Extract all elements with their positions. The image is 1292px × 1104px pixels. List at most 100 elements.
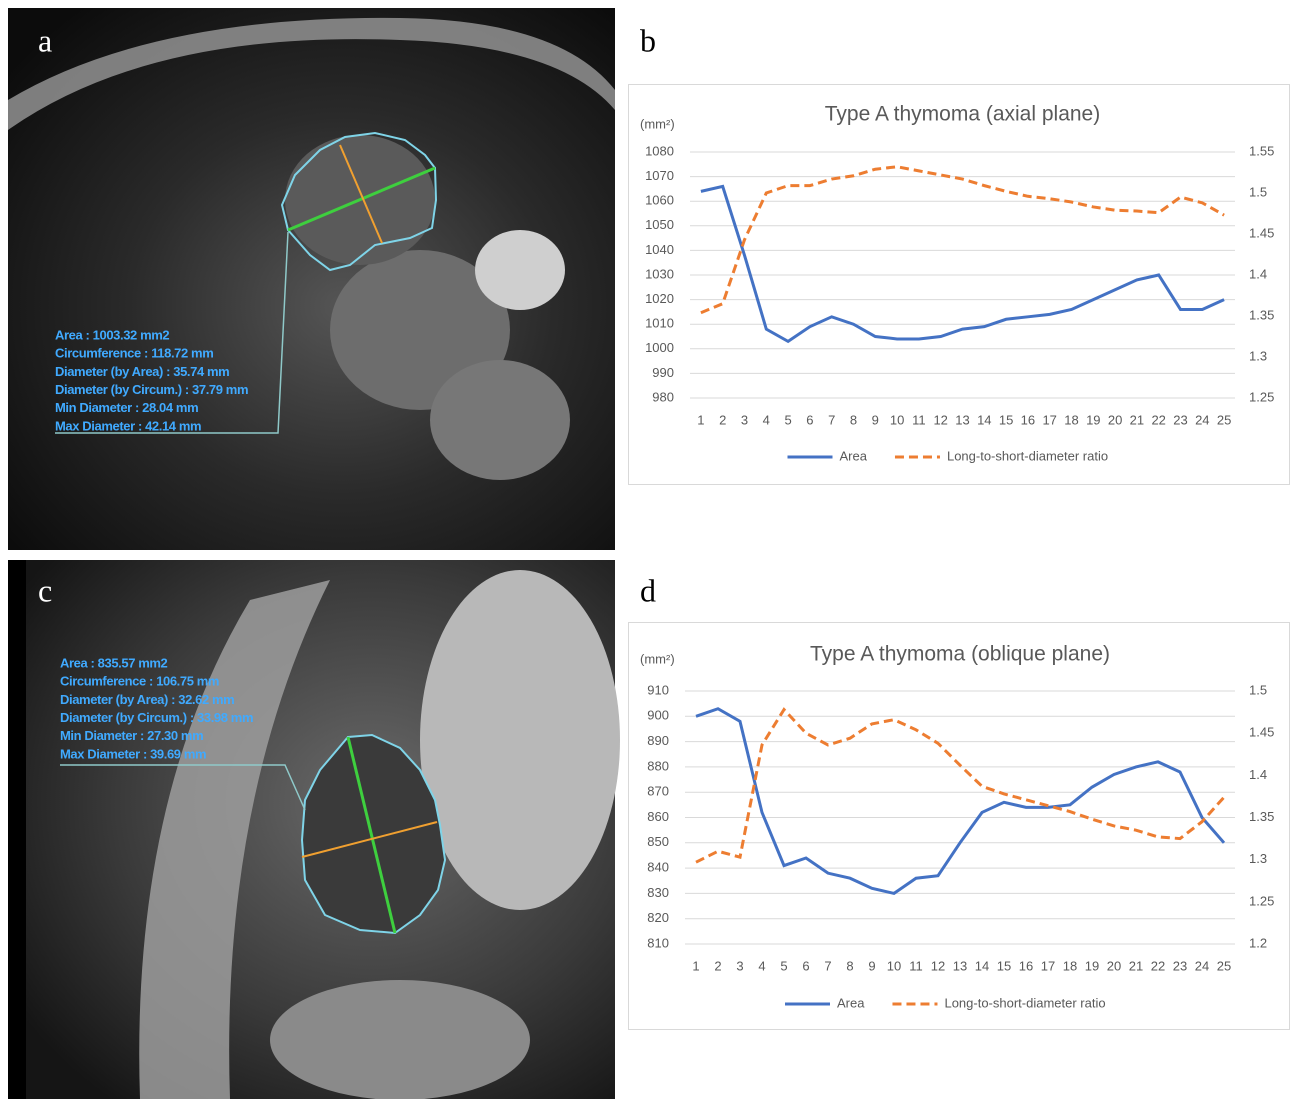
x-tick-label: 19: [1086, 412, 1100, 427]
y-tick-label: 880: [647, 758, 669, 773]
x-tick-label: 24: [1195, 412, 1209, 427]
x-tick-label: 15: [997, 958, 1011, 973]
y-tick-label: 1080: [645, 143, 674, 158]
y-tick-label: 810: [647, 935, 669, 950]
x-tick-label: 12: [933, 412, 947, 427]
x-tick-label: 7: [828, 412, 835, 427]
panel-label: d: [640, 572, 656, 608]
chart-title: Type A thymoma (oblique plane): [810, 643, 1110, 666]
y-tick-label: 990: [652, 365, 674, 380]
x-tick-label: 22: [1151, 958, 1165, 973]
x-tick-label: 17: [1041, 958, 1055, 973]
y-tick-label: 910: [647, 682, 669, 697]
mri-image-a: [8, 8, 615, 550]
y-tick-label: 1010: [645, 316, 674, 331]
y2-tick-label: 1.4: [1249, 266, 1267, 281]
legend-label: Area: [840, 448, 868, 463]
x-tick-label: 10: [890, 412, 904, 427]
series-line: [701, 186, 1224, 341]
y-tick-label: 980: [652, 389, 674, 404]
y2-tick-label: 1.2: [1249, 935, 1267, 950]
x-tick-label: 9: [868, 958, 875, 973]
x-tick-label: 9: [872, 412, 879, 427]
y2-tick-label: 1.35: [1249, 307, 1274, 322]
mri-image-c: [8, 560, 620, 1099]
y-tick-label: 1000: [645, 340, 674, 355]
y-tick-label: 870: [647, 784, 669, 799]
measurement: Circumference : 118.72 mm: [55, 346, 213, 361]
x-tick-label: 25: [1217, 412, 1231, 427]
x-tick-label: 4: [758, 958, 765, 973]
x-tick-label: 8: [850, 412, 857, 427]
y-axis-label: (mm²): [640, 651, 675, 666]
x-tick-label: 3: [741, 412, 748, 427]
measurement: Max Diameter : 42.14 mm: [55, 418, 201, 433]
series-line: [696, 710, 1224, 863]
x-tick-label: 14: [975, 958, 989, 973]
x-tick-label: 18: [1064, 412, 1078, 427]
x-tick-label: 1: [697, 412, 704, 427]
y2-tick-label: 1.5: [1249, 682, 1267, 697]
x-tick-label: 25: [1217, 958, 1231, 973]
legend-label: Long-to-short-diameter ratio: [944, 995, 1105, 1010]
x-tick-label: 6: [806, 412, 813, 427]
measurement: Diameter (by Area) : 35.74 mm: [55, 364, 229, 379]
y2-tick-label: 1.3: [1249, 348, 1267, 363]
x-tick-label: 2: [714, 958, 721, 973]
figure: a b c d Area : 1003.32 mm2Circumference …: [0, 0, 1292, 1099]
x-tick-label: 17: [1042, 412, 1056, 427]
y2-tick-label: 1.25: [1249, 389, 1274, 404]
x-tick-label: 21: [1129, 958, 1143, 973]
measurement: Area : 1003.32 mm2: [55, 327, 169, 342]
y-tick-label: 1070: [645, 168, 674, 183]
x-tick-label: 22: [1151, 412, 1165, 427]
series-line: [696, 709, 1224, 894]
y2-tick-label: 1.25: [1249, 893, 1274, 908]
x-tick-label: 11: [912, 412, 926, 427]
x-tick-label: 12: [931, 958, 945, 973]
y-tick-label: 850: [647, 834, 669, 849]
y-tick-label: 820: [647, 910, 669, 925]
y-tick-label: 900: [647, 708, 669, 723]
x-tick-label: 1: [692, 958, 699, 973]
measurement: Max Diameter : 39.69 mm: [60, 746, 206, 761]
x-tick-label: 2: [719, 412, 726, 427]
y-tick-label: 1050: [645, 217, 674, 232]
x-tick-label: 19: [1085, 958, 1099, 973]
y-tick-label: 1040: [645, 242, 674, 257]
x-tick-label: 20: [1108, 412, 1122, 427]
x-tick-label: 13: [953, 958, 967, 973]
y-tick-label: 830: [647, 885, 669, 900]
y2-tick-label: 1.5: [1249, 184, 1267, 199]
y-axis-label: (mm²): [640, 116, 675, 131]
y2-tick-label: 1.35: [1249, 809, 1274, 824]
x-tick-label: 20: [1107, 958, 1121, 973]
measurement: Diameter (by Circum.) : 33.98 mm: [60, 710, 253, 725]
x-tick-label: 14: [977, 412, 991, 427]
measurement: Diameter (by Area) : 32.62 mm: [60, 692, 234, 707]
x-tick-label: 24: [1195, 958, 1209, 973]
y2-tick-label: 1.4: [1249, 767, 1267, 782]
x-tick-label: 23: [1173, 412, 1187, 427]
y2-tick-label: 1.3: [1249, 851, 1267, 866]
measurement: Diameter (by Circum.) : 37.79 mm: [55, 382, 248, 397]
x-tick-label: 6: [802, 958, 809, 973]
series-line: [701, 167, 1224, 313]
y-tick-label: 840: [647, 860, 669, 875]
x-tick-label: 7: [824, 958, 831, 973]
measurement: Circumference : 106.75 mm: [60, 674, 219, 689]
measurement: Min Diameter : 28.04 mm: [55, 400, 198, 415]
x-tick-label: 16: [1021, 412, 1035, 427]
x-tick-label: 3: [736, 958, 743, 973]
x-tick-label: 11: [909, 958, 923, 973]
y-tick-label: 1030: [645, 266, 674, 281]
x-tick-label: 8: [846, 958, 853, 973]
x-tick-label: 15: [999, 412, 1013, 427]
panel-label: c: [38, 572, 52, 608]
x-tick-label: 21: [1130, 412, 1144, 427]
legend-label: Area: [837, 995, 865, 1010]
y-tick-label: 890: [647, 733, 669, 748]
x-tick-label: 23: [1173, 958, 1187, 973]
chart-title: Type A thymoma (axial plane): [825, 103, 1100, 126]
y2-tick-label: 1.45: [1249, 725, 1274, 740]
